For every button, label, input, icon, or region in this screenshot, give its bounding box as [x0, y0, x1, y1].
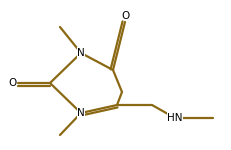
Text: HN: HN	[167, 113, 183, 123]
Text: N: N	[77, 48, 85, 58]
Text: N: N	[77, 108, 85, 118]
Text: O: O	[9, 78, 17, 88]
Text: O: O	[121, 11, 129, 21]
